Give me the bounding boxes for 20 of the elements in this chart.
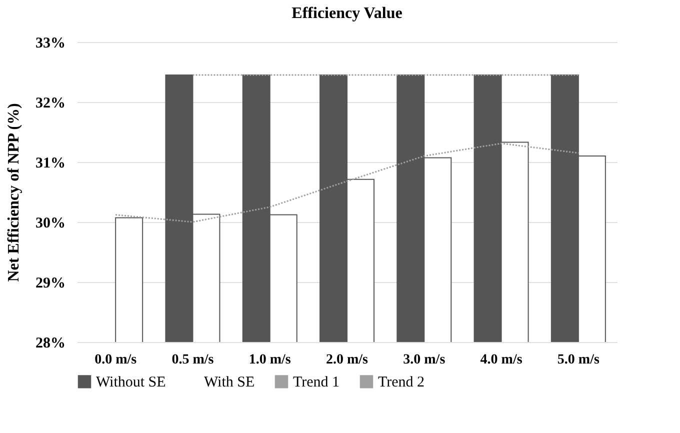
x-tick-label: 1.0 m/s: [248, 352, 292, 368]
x-tick-label: 5.0 m/s: [557, 352, 600, 368]
line-series: [114, 142, 580, 223]
y-tick-label: 28%: [36, 336, 66, 352]
x-tick-label: 0.5 m/s: [172, 352, 214, 368]
y-tick-label: 30%: [36, 216, 66, 232]
chart-title: Efficiency Value: [292, 5, 402, 22]
x-tick-label: 2.0 m/s: [326, 352, 369, 368]
y-tick-label: 33%: [36, 36, 66, 52]
x-tick-label: 4.0 m/s: [480, 352, 523, 368]
series-label: With SE: [204, 374, 255, 391]
legend-label: Without SE: [96, 374, 166, 391]
legend-label: Trend 2: [378, 374, 425, 391]
y-axis-title: Net Efficiency of NPP (%): [6, 103, 22, 282]
y-tick-label: 32%: [36, 96, 66, 112]
x-tick-label: 0.0 m/s: [94, 352, 138, 368]
y-tick-label: 29%: [36, 276, 66, 292]
y-tick-label: 31%: [36, 156, 66, 172]
x-tick-label: 3.0 m/s: [403, 352, 446, 368]
legend-label: Trend 1: [293, 374, 340, 391]
